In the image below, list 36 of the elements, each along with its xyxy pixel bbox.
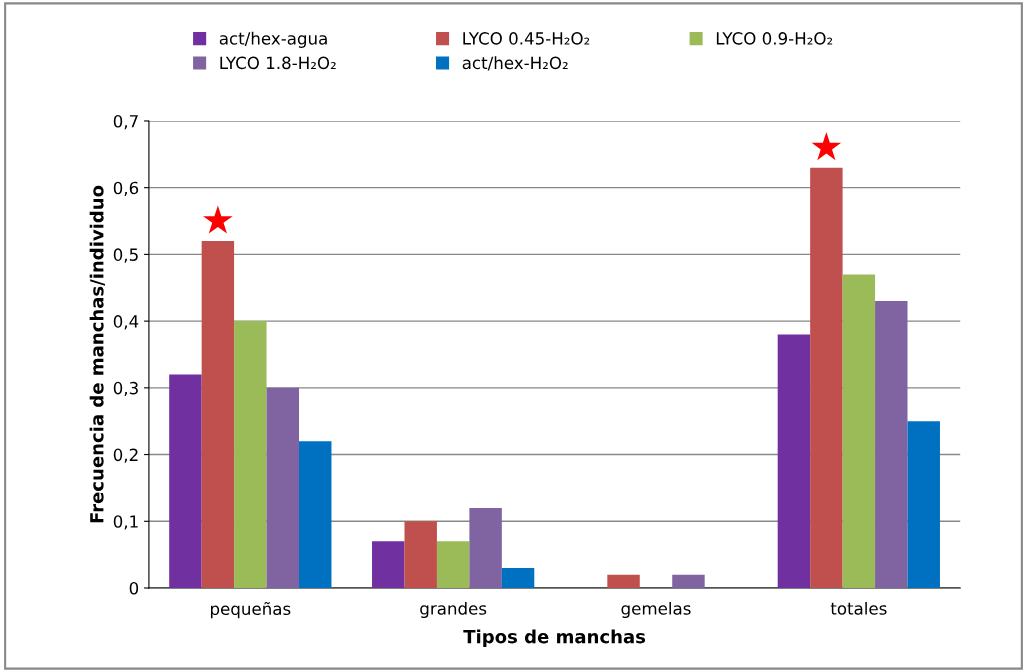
bar bbox=[266, 387, 300, 588]
bar bbox=[234, 321, 267, 588]
bar bbox=[299, 441, 332, 588]
x-tick-label: grandes bbox=[420, 601, 487, 619]
bar bbox=[469, 507, 502, 588]
bar bbox=[672, 574, 705, 588]
bar bbox=[404, 521, 437, 588]
y-tick-label: 0,1 bbox=[113, 515, 138, 530]
bar bbox=[907, 421, 940, 588]
y-tick-label: 0,4 bbox=[113, 315, 139, 330]
bar bbox=[810, 167, 843, 588]
legend-label: LYCO 1.8-H₂O₂ bbox=[220, 56, 336, 70]
bar bbox=[607, 574, 640, 588]
y-tick-label: 0,2 bbox=[113, 448, 138, 463]
legend-label: act/hex-H₂O₂ bbox=[462, 56, 568, 71]
y-tick-label: 0,6 bbox=[113, 181, 139, 196]
x-tick-label: totales bbox=[830, 601, 887, 615]
bar bbox=[372, 541, 405, 588]
x-tick-label: gemelas bbox=[621, 601, 691, 619]
y-tick-label: 0,7 bbox=[113, 114, 138, 130]
y-axis-title: Frecuencia de manchas/individuo bbox=[89, 185, 106, 523]
y-tick-label: 0 bbox=[129, 581, 139, 595]
x-axis-title: Tipos de manchas bbox=[463, 629, 646, 647]
bar bbox=[777, 334, 811, 588]
bar bbox=[842, 274, 876, 588]
x-tick-label: pequeñas bbox=[211, 601, 291, 619]
legend-label: LYCO 0.45-H₂O₂ bbox=[463, 32, 590, 45]
y-tick-label: 0,3 bbox=[113, 381, 138, 397]
bar bbox=[501, 567, 535, 588]
bar bbox=[875, 301, 908, 588]
legend-label: LYCO 0.9-H₂O₂ bbox=[716, 32, 833, 45]
y-tick-label: 0,5 bbox=[113, 248, 138, 263]
bar bbox=[201, 241, 235, 588]
bar bbox=[169, 374, 202, 588]
legend-label: act/hex-agua bbox=[219, 31, 327, 48]
bar bbox=[436, 541, 470, 588]
